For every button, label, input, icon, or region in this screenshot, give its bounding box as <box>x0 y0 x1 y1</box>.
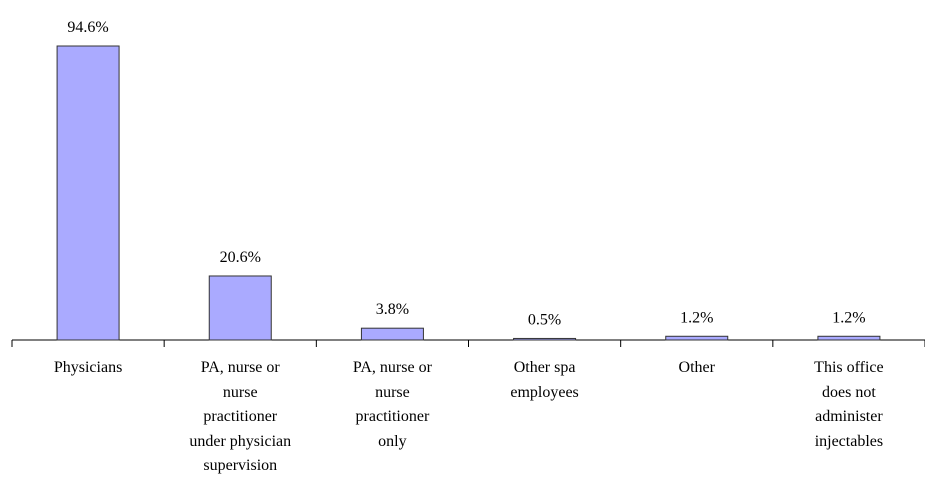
value-label: 20.6% <box>220 249 261 266</box>
x-tick-label: PA, nurse or nurse practitioner under ph… <box>189 359 292 474</box>
x-tick-label: PA, nurse or nurse practitioner only <box>352 359 432 450</box>
value-label: 1.2% <box>832 309 865 326</box>
value-label: 0.5% <box>528 311 561 328</box>
value-label: 1.2% <box>680 309 713 326</box>
bar <box>513 337 577 341</box>
bar <box>817 335 881 341</box>
x-tick-label: This office does not administer injectab… <box>814 359 884 450</box>
bar <box>208 275 272 341</box>
bar <box>665 335 729 341</box>
x-tick-label: Physicians <box>53 359 123 376</box>
x-tick-label: Other spa employees <box>510 359 579 401</box>
value-label: 3.8% <box>376 301 409 318</box>
x-tick-label: Other <box>678 359 715 376</box>
bar <box>360 327 424 341</box>
value-label: 94.6% <box>67 19 108 36</box>
bar <box>56 45 120 341</box>
